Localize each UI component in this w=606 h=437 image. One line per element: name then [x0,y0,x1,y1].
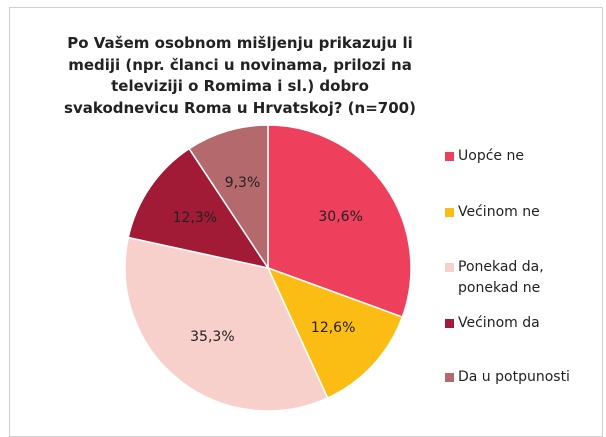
legend-label: Ponekad da, ponekad ne [458,259,544,296]
legend-item: Da u potpunosti [445,367,595,388]
legend-label: Uopće ne [458,148,524,164]
data-label: 35,3% [190,329,234,345]
chart: 30,6% 12,6% 35,3% 12,3% 9,3% [124,124,412,412]
legend-item: Većinom da [445,313,595,334]
legend-swatch [445,152,454,161]
legend-swatch [445,263,454,272]
pie-slice [124,236,329,412]
legend-item: Uopće ne [445,146,595,167]
data-label: 30,6% [318,209,362,225]
pie-slice [127,147,270,270]
legend-item: Većinom ne [445,202,595,223]
page: {"chart_data": {"type": "pie", "title": … [9,7,603,437]
pie-slice [266,266,404,399]
legend-item: Ponekad da, ponekad ne [445,257,595,299]
chart-title: Po Vašem osobnom mišljenju prikazuju li … [64,34,416,117]
legend-swatch [445,208,454,217]
legend-swatch [445,319,454,328]
legend-swatch [445,373,454,382]
pie-slice [188,124,269,271]
data-label: 9,3% [225,175,261,191]
legend-label: Većinom ne [458,204,540,220]
legend-label: Većinom da [458,315,540,331]
data-label: 12,6% [311,320,355,336]
data-label: 12,3% [173,210,217,226]
pie-slice [267,124,412,318]
legend-label: Da u potpunosti [458,369,570,385]
